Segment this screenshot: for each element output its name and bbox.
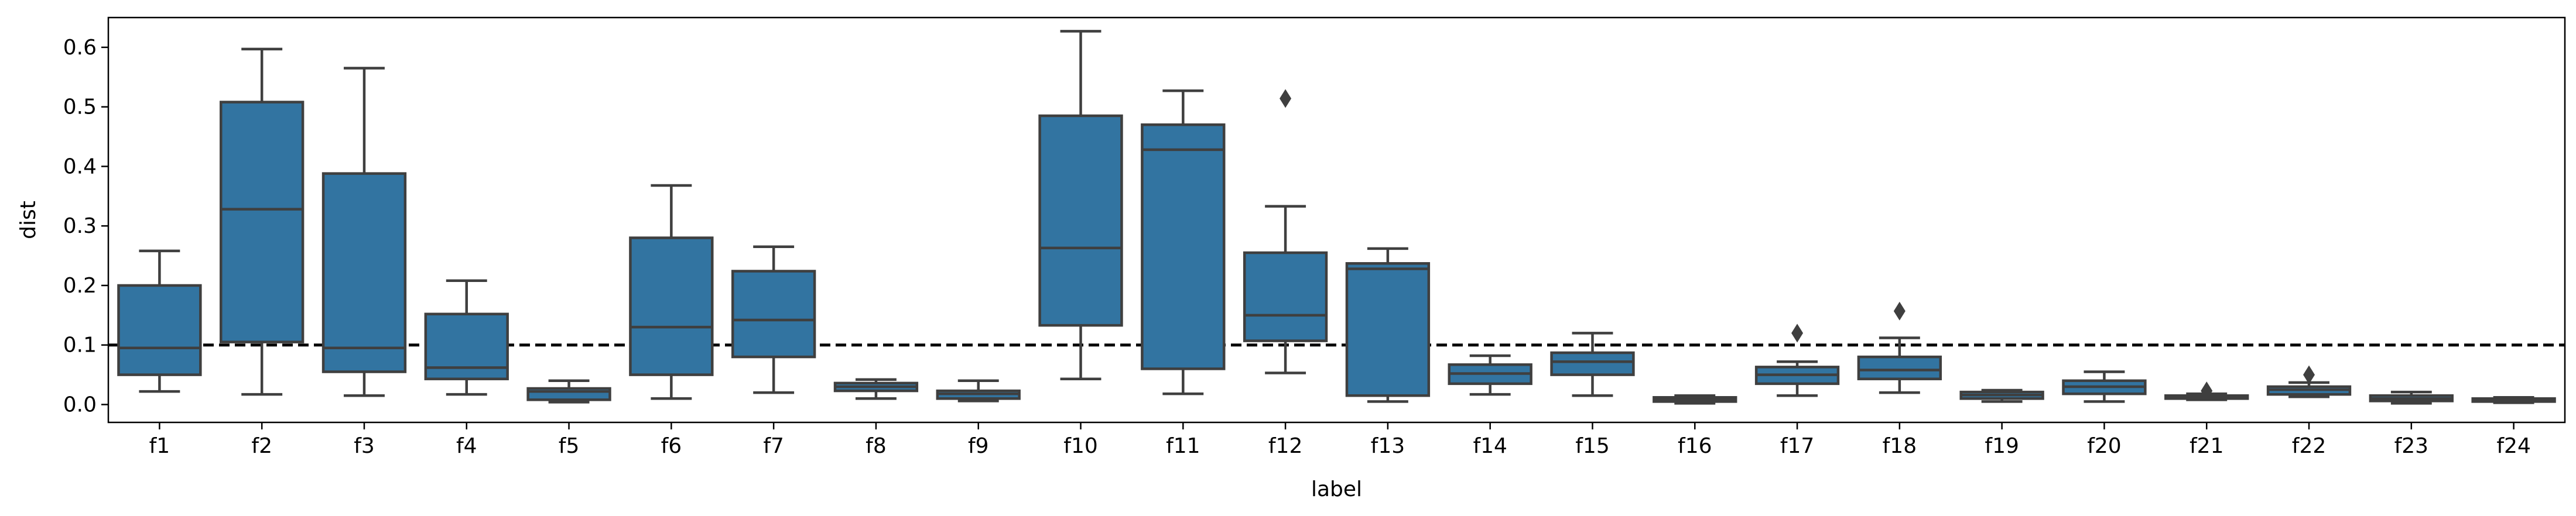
iqr-box (1550, 351, 1635, 376)
y-tick-label: 0.4 (63, 154, 97, 178)
x-tick-label: f9 (968, 434, 989, 458)
x-tick-label: f10 (1063, 434, 1097, 458)
box-f1 (117, 249, 202, 393)
x-tick-label: f1 (149, 434, 170, 458)
x-axis-title: label (1311, 477, 1362, 501)
outlier-point (1791, 324, 1804, 343)
box-f10 (1038, 30, 1123, 380)
box-f8 (833, 378, 919, 400)
x-tick-label: f14 (1473, 434, 1507, 458)
box-f17 (1754, 324, 1840, 397)
x-tick-label: f23 (2394, 434, 2428, 458)
x-tick-label: f24 (2496, 434, 2530, 458)
outlier-point (2303, 365, 2315, 384)
x-tick-label: f6 (661, 434, 682, 458)
iqr-box (731, 270, 816, 359)
iqr-box (629, 236, 714, 376)
box-f23 (2369, 390, 2454, 405)
box-f13 (1345, 247, 1431, 403)
x-tick-label: f15 (1575, 434, 1609, 458)
y-tick-label: 0.3 (63, 214, 97, 238)
x-axis-ticks: f1 f2 f3 f4 f5 f6 f7 f8 f9 f10 f11 f12 f13 f14 f15 f16 f… (149, 422, 2531, 458)
x-tick-label: f21 (2190, 434, 2223, 458)
x-tick-label: f3 (354, 434, 375, 458)
iqr-box (424, 312, 509, 380)
x-tick-label: f5 (559, 434, 580, 458)
y-tick-label: 0.6 (63, 36, 97, 60)
x-tick-label: f19 (1985, 434, 2019, 458)
box-f9 (936, 379, 1021, 403)
box-f5 (526, 379, 611, 404)
outlier-point (1893, 301, 1906, 321)
box-f22 (2266, 365, 2352, 398)
x-tick-label: f8 (865, 434, 887, 458)
x-tick-label: f22 (2292, 434, 2326, 458)
iqr-box (1857, 355, 1942, 380)
iqr-box (117, 284, 202, 376)
box-f11 (1141, 89, 1226, 395)
x-tick-label: f13 (1371, 434, 1405, 458)
iqr-box (321, 172, 407, 373)
plot-area-frame (107, 16, 2566, 424)
box-f15 (1550, 332, 1635, 397)
x-tick-label: f16 (1678, 434, 1712, 458)
box-f6 (629, 184, 714, 400)
x-tick-label: f2 (251, 434, 272, 458)
box-f2 (220, 47, 305, 396)
box-f18 (1857, 301, 1942, 394)
x-tick-label: f7 (763, 434, 784, 458)
x-tick-label: f11 (1166, 434, 1200, 458)
box-f14 (1448, 354, 1532, 396)
box-f24 (2471, 396, 2556, 404)
y-tick-label: 0.1 (63, 333, 97, 357)
x-tick-label: f17 (1780, 434, 1814, 458)
outlier-point (1280, 89, 1292, 108)
box-f21 (2164, 381, 2249, 401)
box-f19 (1959, 388, 2044, 403)
box-f4 (424, 279, 509, 396)
iqr-box (1345, 262, 1431, 397)
x-tick-label: f4 (456, 434, 477, 458)
box-f7 (731, 245, 816, 394)
boxes-group (117, 30, 2556, 405)
iqr-box (1038, 114, 1123, 327)
y-axis-ticks: 0.0 0.1 0.2 0.3 0.4 0.5 0.6 (63, 36, 108, 417)
box-f16 (1653, 394, 1737, 405)
y-tick-label: 0.5 (63, 95, 97, 119)
x-tick-label: f12 (1268, 434, 1302, 458)
outlier-point (2201, 381, 2213, 401)
box-f3 (321, 67, 407, 397)
box-f12 (1243, 89, 1328, 374)
iqr-box (220, 101, 305, 343)
box-f20 (2062, 370, 2147, 403)
y-tick-label: 0.0 (63, 393, 97, 417)
x-tick-label: f20 (2087, 434, 2121, 458)
y-tick-label: 0.2 (63, 274, 97, 298)
iqr-box (1141, 123, 1226, 370)
iqr-box (1243, 251, 1328, 342)
y-axis-title: dist (16, 201, 40, 239)
x-tick-label: f18 (1883, 434, 1917, 458)
